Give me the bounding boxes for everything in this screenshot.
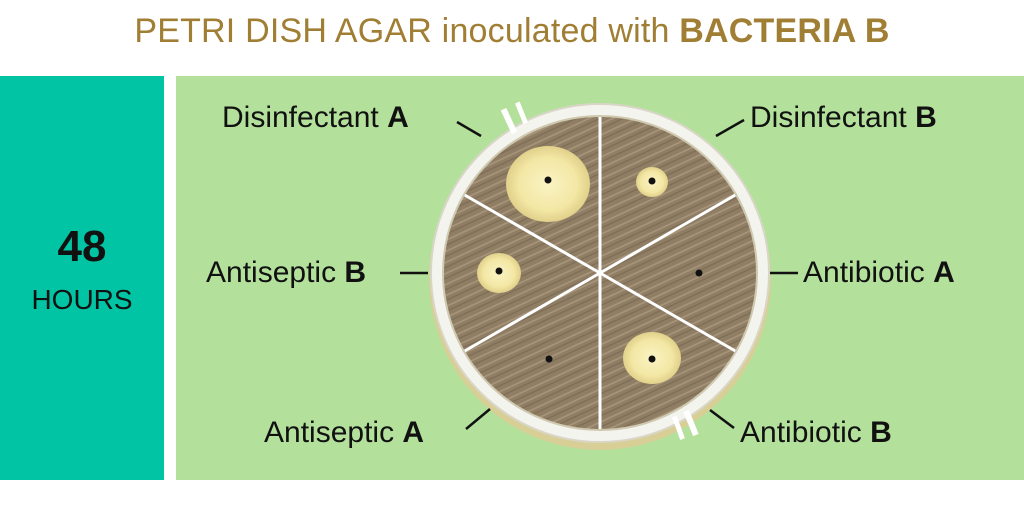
label-letter: A [402,416,425,449]
application-dot-antiseptic-b [495,267,503,275]
label-name: Antibiotic [740,416,862,449]
title-prefix: PETRI DISH AGAR inoculated with [134,12,680,50]
leader-line-disinfectant-b [715,118,745,138]
label-name: Disinfectant [222,101,379,134]
leader-line-antibiotic-b [709,409,735,429]
hours-number: 48 [57,222,107,271]
label-name: Antiseptic [264,416,395,449]
label-name: Disinfectant [750,101,907,134]
label-disinfectant-b: Disinfectant B [750,101,937,135]
page-title: PETRI DISH AGAR inoculated with BACTERIA… [0,12,1024,51]
divider-line [599,188,745,275]
label-name: Antibiotic [803,256,925,289]
title-emphasis: BACTERIA B [679,12,890,50]
label-name: Antiseptic [206,256,337,289]
divider-line [599,271,745,358]
application-dot-antibiotic-b [648,355,656,363]
divider-line [455,271,601,358]
clear-zone-disinfectant-a [506,146,590,222]
leader-line-disinfectant-a [456,120,482,138]
label-letter: B [870,416,892,449]
application-dot-antibiotic-a [695,269,703,277]
label-letter: B [915,101,937,134]
label-antiseptic-b: Antiseptic B [206,256,366,290]
application-dot-disinfectant-a [544,176,552,184]
leader-line-antiseptic-a [465,408,491,430]
label-letter: A [387,101,409,134]
label-letter: A [933,256,955,289]
application-dot-disinfectant-b [648,177,656,185]
petri-dish-diagram [400,101,798,450]
divider-line [455,188,601,275]
label-disinfectant-a: Disinfectant A [222,101,409,135]
application-dot-antiseptic-a [545,355,553,363]
label-antiseptic-a: Antiseptic A [264,416,424,450]
label-antibiotic-b: Antibiotic B [740,416,892,450]
label-antibiotic-a: Antibiotic A [803,256,955,290]
hours-unit: HOURS [31,284,133,315]
time-panel: 48 HOURS [0,76,164,480]
label-letter: B [344,256,367,289]
diagram-panel: Disinfectant A Disinfectant B Antibiotic… [176,76,1024,480]
